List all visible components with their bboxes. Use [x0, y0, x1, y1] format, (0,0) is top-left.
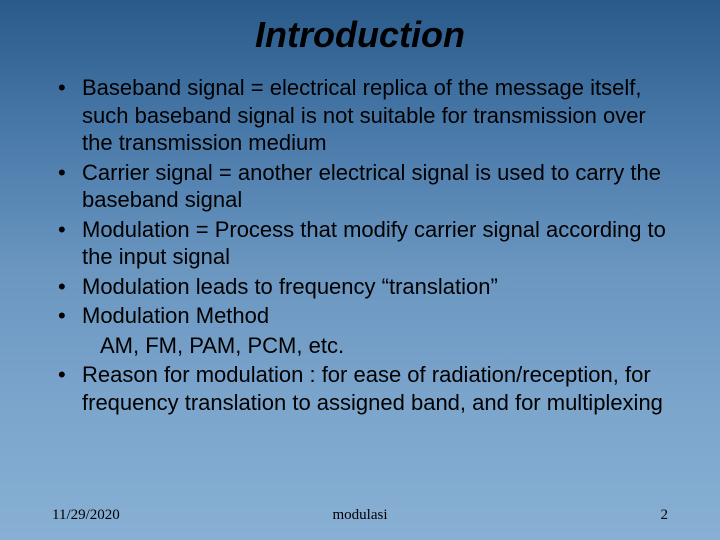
bullet-text: Reason for modulation : for ease of radi… [82, 361, 680, 416]
slide-title: Introduction [40, 14, 680, 56]
list-item: • Carrier signal = another electrical si… [58, 159, 680, 214]
bullet-subtext: AM, FM, PAM, PCM, etc. [58, 332, 680, 360]
bullet-icon: • [58, 273, 82, 301]
bullet-text: Carrier signal = another electrical sign… [82, 159, 680, 214]
bullet-icon: • [58, 159, 82, 187]
bullet-icon: • [58, 361, 82, 389]
bullet-text: Baseband signal = electrical replica of … [82, 74, 680, 157]
slide-footer: 11/29/2020 modulasi 2 [52, 507, 668, 524]
bullet-text: Modulation Method [82, 302, 680, 330]
list-item: • Reason for modulation : for ease of ra… [58, 361, 680, 416]
list-item: • Modulation Method [58, 302, 680, 330]
bullet-icon: • [58, 74, 82, 102]
list-item: • Modulation = Process that modify carri… [58, 216, 680, 271]
slide: Introduction • Baseband signal = electri… [0, 0, 720, 540]
list-item: • Baseband signal = electrical replica o… [58, 74, 680, 157]
footer-page-number: 2 [661, 507, 669, 524]
list-item: • Modulation leads to frequency “transla… [58, 273, 680, 301]
footer-date: 11/29/2020 [52, 507, 120, 524]
slide-content: • Baseband signal = electrical replica o… [40, 74, 680, 416]
bullet-text: Modulation = Process that modify carrier… [82, 216, 680, 271]
footer-title: modulasi [333, 507, 388, 524]
bullet-icon: • [58, 216, 82, 244]
bullet-icon: • [58, 302, 82, 330]
bullet-text: Modulation leads to frequency “translati… [82, 273, 680, 301]
